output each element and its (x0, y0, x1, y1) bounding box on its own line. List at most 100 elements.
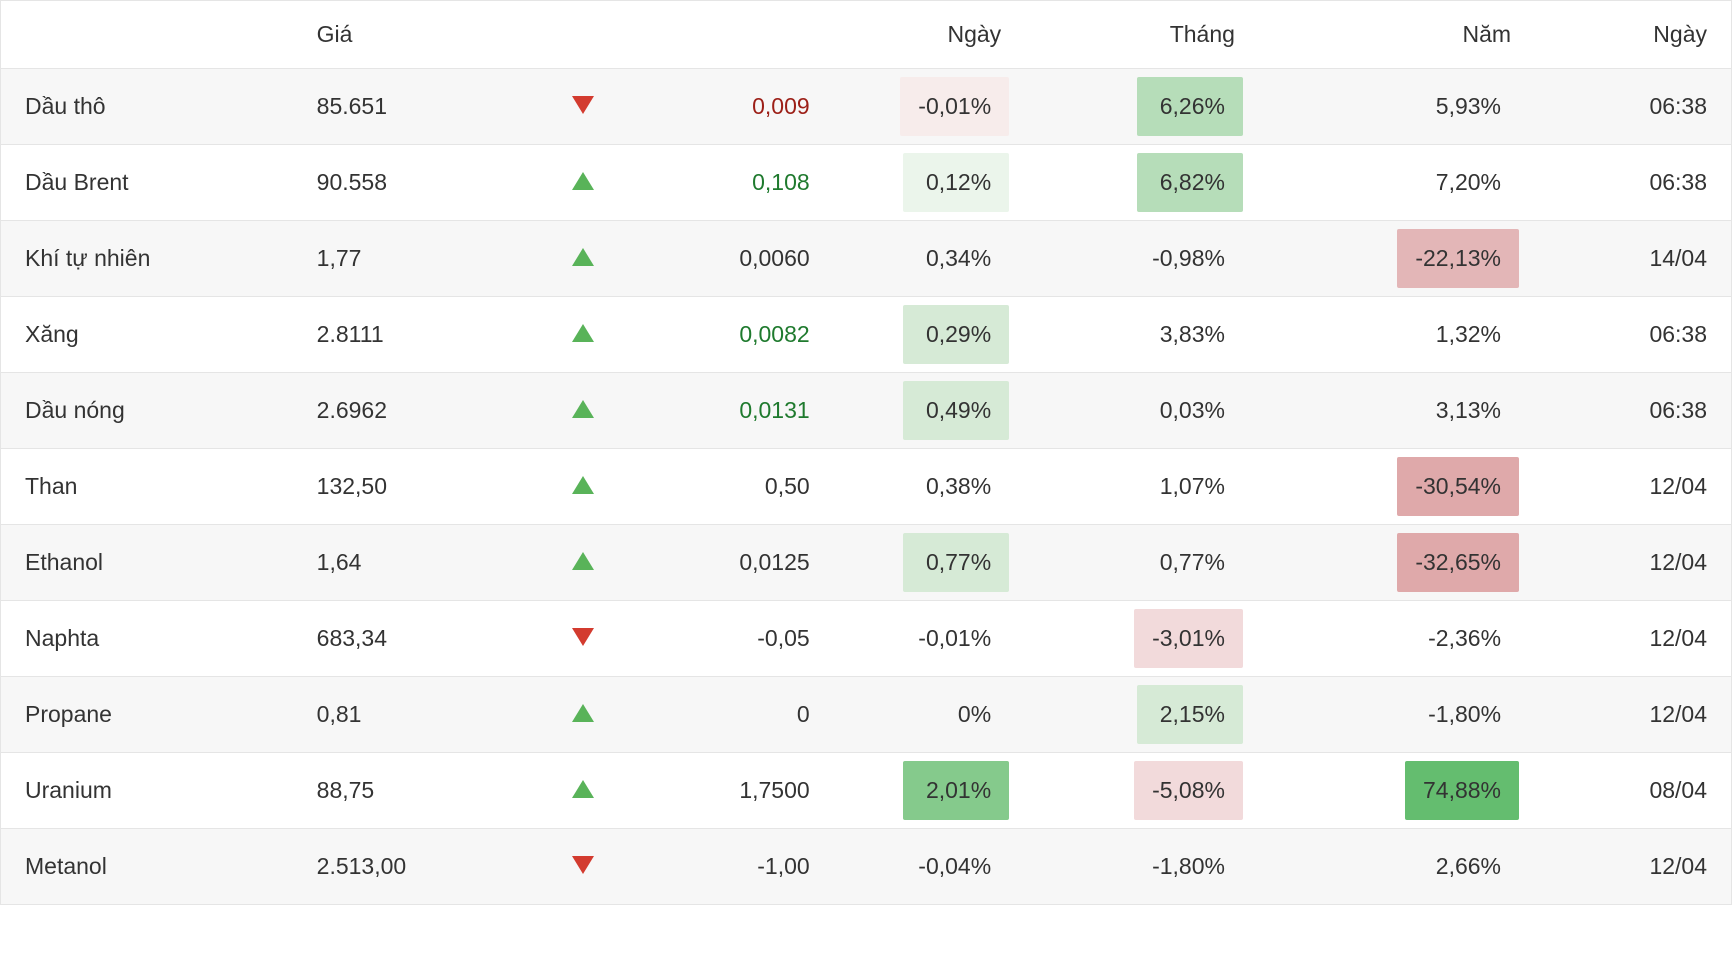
month-percent: 0,77% (1025, 525, 1259, 601)
year-percent: 74,88% (1259, 753, 1535, 829)
month-percent: 0,03% (1025, 373, 1259, 449)
commodity-name[interactable]: Dầu nóng (1, 373, 293, 449)
update-time: 06:38 (1535, 145, 1731, 221)
commodity-name[interactable]: Khí tự nhiên (1, 221, 293, 297)
arrow-down-icon (572, 856, 594, 874)
header-year[interactable]: Năm (1259, 1, 1535, 69)
header-time[interactable]: Ngày (1535, 1, 1731, 69)
month-percent: -1,80% (1025, 829, 1259, 905)
commodity-name[interactable]: Ethanol (1, 525, 293, 601)
year-percent-value: -32,65% (1397, 533, 1519, 592)
month-percent-value: -0,98% (1134, 229, 1243, 288)
month-percent-value: 6,82% (1137, 153, 1243, 212)
header-price[interactable]: Giá (293, 1, 511, 69)
direction-cell (511, 753, 656, 829)
table-row[interactable]: Propane0,81 0 0% 2,15% -1,80% 12/04 (1, 677, 1731, 753)
day-percent: 0,77% (834, 525, 1025, 601)
commodities-table-container: Giá Ngày Tháng Năm Ngày Dầu thô85.6510,0… (0, 0, 1732, 905)
year-percent: 5,93% (1259, 69, 1535, 145)
table-row[interactable]: Dầu thô85.6510,009-0,01%6,26%5,93%06:38 (1, 69, 1731, 145)
price-value: 2.513,00 (293, 829, 511, 905)
day-percent: 0,49% (834, 373, 1025, 449)
arrow-up-icon (572, 172, 594, 190)
commodity-name[interactable]: Propane (1, 677, 293, 753)
month-percent: 6,82% (1025, 145, 1259, 221)
month-percent-value: 6,26% (1137, 77, 1243, 136)
month-percent-value: 3,83% (1137, 305, 1243, 364)
change-value: 0,0131 (656, 373, 834, 449)
update-time: 12/04 (1535, 525, 1731, 601)
commodity-name[interactable]: Dầu Brent (1, 145, 293, 221)
change-value: 1,7500 (656, 753, 834, 829)
change-value: 0,0125 (656, 525, 834, 601)
month-percent-value: -5,08% (1134, 761, 1243, 820)
header-day[interactable]: Ngày (834, 1, 1025, 69)
month-percent: -0,98% (1025, 221, 1259, 297)
table-row[interactable]: Ethanol1,640,01250,77%0,77%-32,65%12/04 (1, 525, 1731, 601)
commodity-name[interactable]: Metanol (1, 829, 293, 905)
day-percent-value: -0,01% (900, 77, 1009, 136)
change-value: 0,50 (656, 449, 834, 525)
year-percent-value: 5,93% (1413, 77, 1519, 136)
arrow-down-icon (572, 628, 594, 646)
year-percent-value: -30,54% (1397, 457, 1519, 516)
day-percent: -0,01% (834, 601, 1025, 677)
update-time: 06:38 (1535, 297, 1731, 373)
header-month[interactable]: Tháng (1025, 1, 1259, 69)
year-percent-value: 74,88% (1405, 761, 1519, 820)
table-row[interactable]: Than132,500,500,38%1,07%-30,54%12/04 (1, 449, 1731, 525)
table-row[interactable]: Uranium88,75 1,75002,01% -5,08% 74,88% 08/04 (1, 753, 1731, 829)
change-value: 0,0082 (656, 297, 834, 373)
year-percent: 7,20% (1259, 145, 1535, 221)
day-percent: 2,01% (834, 753, 1025, 829)
price-value: 1,64 (293, 525, 511, 601)
header-change (656, 1, 834, 69)
commodity-name[interactable]: Naphta (1, 601, 293, 677)
table-row[interactable]: Metanol2.513,00-1,00-0,04%-1,80%2,66%12/… (1, 829, 1731, 905)
day-percent: -0,01% (834, 69, 1025, 145)
commodity-name[interactable]: Uranium (1, 753, 293, 829)
update-time: 08/04 (1535, 753, 1731, 829)
table-header-row: Giá Ngày Tháng Năm Ngày (1, 1, 1731, 69)
update-time: 12/04 (1535, 677, 1731, 753)
year-percent: 1,32% (1259, 297, 1535, 373)
change-value: 0,108 (656, 145, 834, 221)
table-row[interactable]: Naphta683,34-0,05-0,01%-3,01%-2,36%12/04 (1, 601, 1731, 677)
price-value: 88,75 (293, 753, 511, 829)
day-percent: -0,04% (834, 829, 1025, 905)
table-row[interactable]: Dầu Brent90.5580,1080,12%6,82%7,20%06:38 (1, 145, 1731, 221)
table-row[interactable]: Khí tự nhiên1,770,00600,34%-0,98%-22,13%… (1, 221, 1731, 297)
day-percent: 0,12% (834, 145, 1025, 221)
table-row[interactable]: Xăng2.81110,00820,29%3,83%1,32%06:38 (1, 297, 1731, 373)
table-row[interactable]: Dầu nóng2.69620,01310,49%0,03%3,13%06:38 (1, 373, 1731, 449)
month-percent: 1,07% (1025, 449, 1259, 525)
month-percent: 3,83% (1025, 297, 1259, 373)
year-percent: -32,65% (1259, 525, 1535, 601)
direction-cell (511, 601, 656, 677)
year-percent: -2,36% (1259, 601, 1535, 677)
commodity-name[interactable]: Xăng (1, 297, 293, 373)
arrow-up-icon (572, 476, 594, 494)
arrow-down-icon (572, 96, 594, 114)
header-direction (511, 1, 656, 69)
change-value: 0 (656, 677, 834, 753)
year-percent: -1,80% (1259, 677, 1535, 753)
day-percent: 0% (834, 677, 1025, 753)
day-percent-value: 0,29% (903, 305, 1009, 364)
year-percent-value: 2,66% (1413, 837, 1519, 896)
direction-cell (511, 297, 656, 373)
change-value: 0,009 (656, 69, 834, 145)
day-percent-value: -0,01% (900, 609, 1009, 668)
year-percent-value: -1,80% (1410, 685, 1519, 744)
direction-cell (511, 677, 656, 753)
price-value: 0,81 (293, 677, 511, 753)
header-name[interactable] (1, 1, 293, 69)
day-percent-value: -0,04% (900, 837, 1009, 896)
month-percent: 2,15% (1025, 677, 1259, 753)
price-value: 1,77 (293, 221, 511, 297)
month-percent-value: 0,77% (1137, 533, 1243, 592)
direction-cell (511, 145, 656, 221)
commodity-name[interactable]: Than (1, 449, 293, 525)
commodity-name[interactable]: Dầu thô (1, 69, 293, 145)
day-percent-value: 0% (903, 685, 1009, 744)
